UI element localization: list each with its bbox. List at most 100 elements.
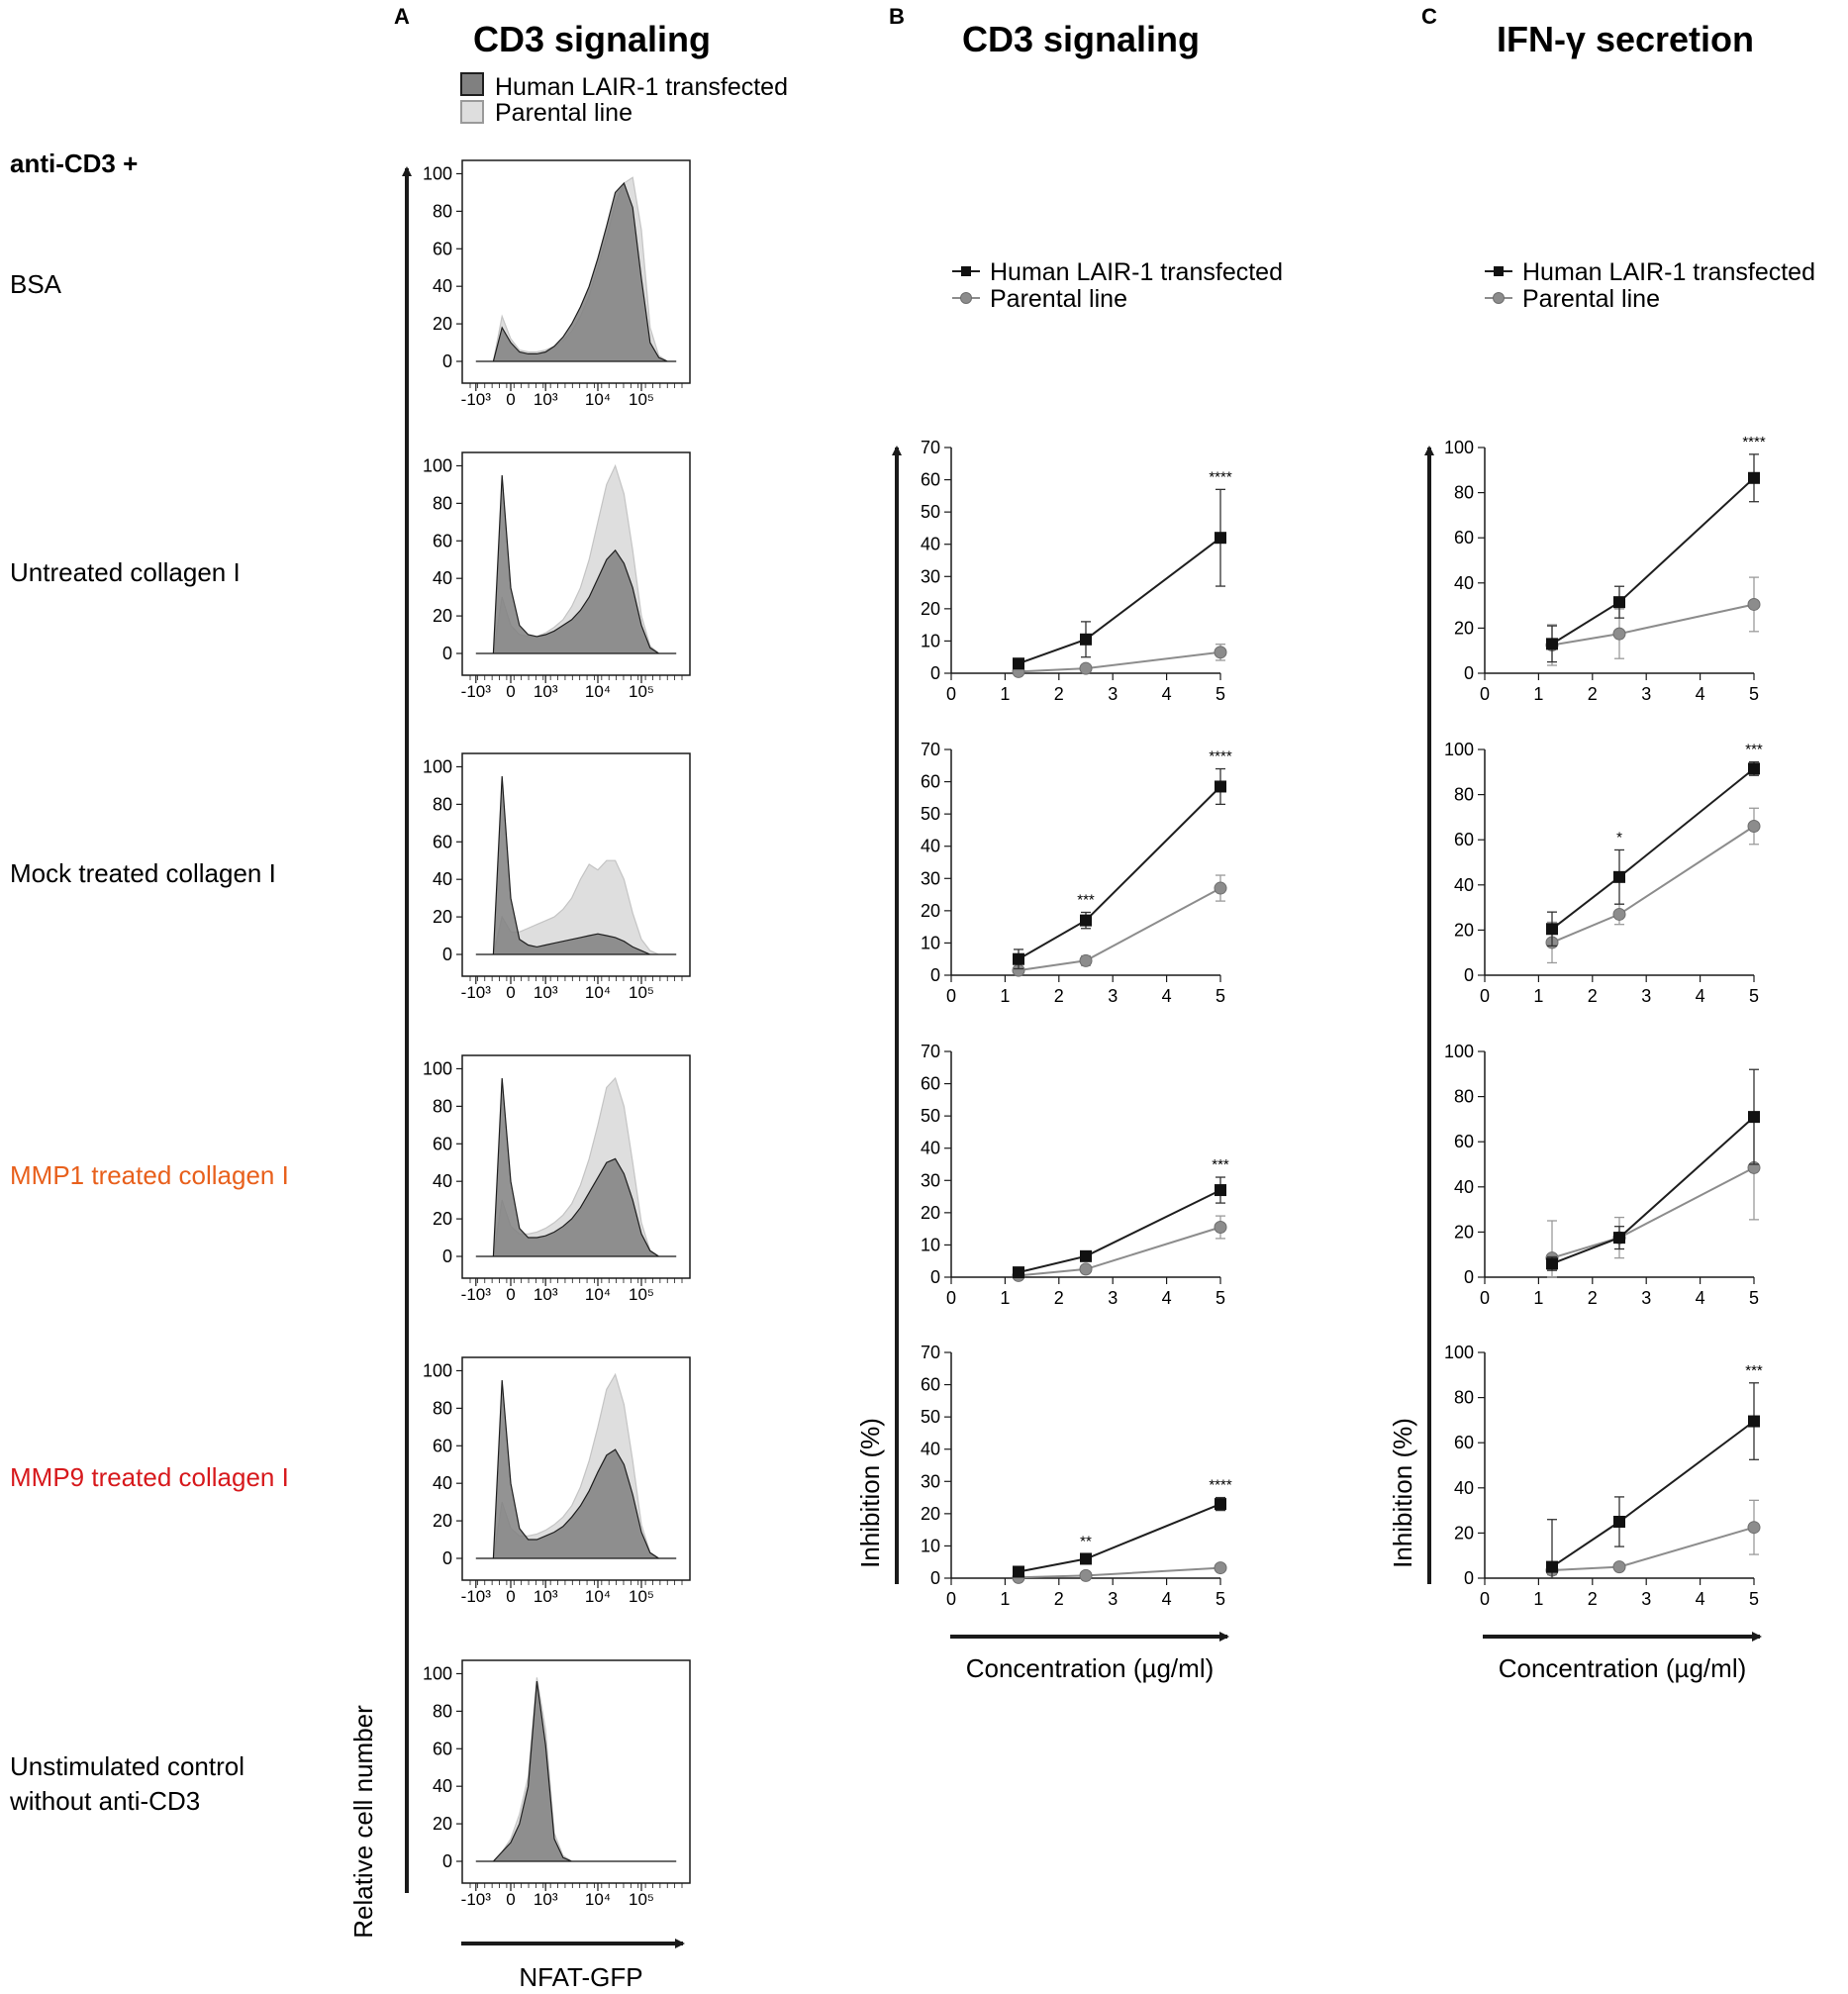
histogram-y-tick-label: 100 [423, 455, 452, 475]
histogram-y-tick-label: 80 [433, 1096, 452, 1116]
lineplot-y-tick-label: 40 [1454, 875, 1474, 895]
histogram-y-tick-label: 0 [442, 1851, 452, 1871]
transfected-point [1748, 1111, 1760, 1124]
histogram-x-tick-label: -10³ [461, 390, 492, 409]
parental-point [1747, 1521, 1761, 1535]
histogram-x-tick-label: 10³ [534, 390, 558, 409]
histogram-y-tick-label: 0 [442, 644, 452, 663]
lineplot-x-tick-label: 5 [1749, 1288, 1759, 1308]
histogram-y-tick-label: 40 [433, 1473, 452, 1493]
histogram-x-tick-label: -10³ [461, 1587, 492, 1606]
significance-label: **** [1209, 468, 1232, 485]
legend-c-parental-marker [1493, 292, 1505, 304]
parental-point [1214, 1221, 1227, 1235]
panel-letter-a: A [394, 4, 410, 29]
panel-b-inhibition-label: Inhibition (%) [855, 1418, 885, 1568]
transfected-line [1551, 477, 1755, 646]
histogram-y-tick-label: 60 [433, 1134, 452, 1153]
lineplot-x-tick-label: 0 [1480, 986, 1490, 1006]
lineplot-y-tick-label: 80 [1454, 1087, 1474, 1107]
lineplot-x-tick-label: 4 [1696, 684, 1705, 704]
lineplot-2: 0 20 40 60 80 100 0 1 2 3 4 5 [1444, 1042, 1761, 1308]
lineplot-x-tick-label: 1 [1533, 986, 1543, 1006]
histogram-x-tick-label: -10³ [461, 1890, 492, 1909]
legend-a-parental-swatch [460, 100, 484, 124]
significance-label: ** [1080, 1534, 1092, 1550]
parental-point [1079, 661, 1093, 675]
histogram-x-tick-label: 0 [506, 983, 515, 1002]
lineplot-x-tick-label: 5 [1216, 1288, 1225, 1308]
histogram-frame [461, 1356, 691, 1581]
lineplot-x-tick-label: 4 [1696, 986, 1705, 1006]
histogram-4: 0 20 40 60 80 100 -10³ 0 10³ 10⁴ 10⁵ [423, 1356, 691, 1606]
histogram-y-tick-label: 100 [423, 756, 452, 776]
panel-letter-c: C [1421, 4, 1437, 29]
lineplot-x-tick-label: 0 [946, 1288, 956, 1308]
lineplot-y-tick-label: 60 [1454, 1132, 1474, 1151]
histogram-parental-area [475, 1677, 677, 1862]
panel-c-concentration-label: Concentration (µg/ml) [1499, 1653, 1747, 1683]
histogram-x-tick-label: 10³ [534, 1587, 558, 1606]
lineplot-y-tick-label: 20 [1454, 1222, 1474, 1242]
lineplot-y-tick-label: 70 [921, 740, 940, 759]
panel-a-title: CD3 signaling [473, 19, 711, 59]
histogram-x-tick-label: -10³ [461, 983, 492, 1002]
row-label-mock: Mock treated collagen I [10, 858, 276, 888]
lineplot-y-tick-label: 80 [1454, 785, 1474, 805]
histogram-y-tick-label: 60 [433, 1436, 452, 1455]
histogram-x-tick-label: 0 [506, 1890, 515, 1909]
histogram-x-tick-label: 10³ [534, 682, 558, 701]
lineplot-x-tick-label: 2 [1054, 1589, 1064, 1609]
histogram-x-tick-label: -10³ [461, 682, 492, 701]
lineplot-x-tick-label: 2 [1588, 684, 1598, 704]
significance-label: *** [1212, 1156, 1229, 1173]
histogram-x-tick-label: 10⁴ [585, 390, 611, 409]
histogram-y-tick-label: 100 [423, 163, 452, 183]
histogram-y-tick-label: 20 [433, 314, 452, 334]
parental-line [1551, 1526, 1755, 1571]
histogram-y-tick-label: 60 [433, 832, 452, 851]
legend-panel-c: Human LAIR-1 transfected Parental line [1485, 258, 1815, 313]
histogram-y-tick-label: 80 [433, 1398, 452, 1418]
histogram-y-tick-label: 40 [433, 276, 452, 296]
histogram-y-tick-label: 60 [433, 239, 452, 258]
lineplot-x-tick-label: 0 [1480, 1288, 1490, 1308]
parental-line [1018, 887, 1221, 972]
lineplot-x-tick-label: 5 [1216, 1589, 1225, 1609]
transfected-point [1013, 952, 1024, 965]
lineplot-y-tick-label: 60 [921, 1375, 940, 1395]
transfected-point [1013, 1565, 1024, 1578]
lineplot-y-tick-label: 20 [1454, 618, 1474, 638]
lineplot-0: 0 20 40 60 80 100 0 1 2 3 4 5 **** [1444, 434, 1766, 704]
lineplot-x-tick-label: 0 [946, 1589, 956, 1609]
transfected-point [1215, 780, 1226, 793]
parental-point [1747, 820, 1761, 834]
histogram-transfected-area [475, 775, 677, 955]
histogram-x-tick-label: 10⁴ [585, 1890, 611, 1909]
lineplot-x-tick-label: 1 [1000, 684, 1010, 704]
lineplot-x-tick-label: 1 [1000, 1589, 1010, 1609]
transfected-point [1546, 638, 1558, 650]
lineplot-x-tick-label: 3 [1108, 1288, 1118, 1308]
lineplot-x-tick-label: 2 [1588, 1288, 1598, 1308]
histogram-y-tick-label: 40 [433, 1776, 452, 1796]
panel-b-concentration-label: Concentration (µg/ml) [966, 1653, 1215, 1683]
transfected-point [1613, 1232, 1625, 1245]
lineplot-y-tick-label: 30 [921, 868, 940, 888]
lineplot-y-tick-label: 0 [1464, 1267, 1474, 1287]
histogram-y-tick-label: 80 [433, 1701, 452, 1721]
lineplot-y-tick-label: 70 [921, 1042, 940, 1061]
lineplot-x-tick-label: 3 [1641, 684, 1651, 704]
histogram-y-tick-label: 20 [433, 606, 452, 626]
row-label-mmp9: MMP9 treated collagen I [10, 1462, 289, 1492]
histogram-y-tick-label: 20 [433, 1814, 452, 1834]
lineplot-x-tick-label: 5 [1749, 684, 1759, 704]
lineplot-y-tick-label: 0 [930, 965, 940, 985]
lineplot-y-tick-label: 60 [921, 1074, 940, 1094]
row-label-untreated: Untreated collagen I [10, 557, 241, 587]
histogram-x-tick-label: 10⁴ [585, 1285, 611, 1304]
parental-line [1551, 1166, 1755, 1259]
transfected-point [1748, 762, 1760, 775]
lineplot-y-tick-label: 20 [921, 1203, 940, 1223]
